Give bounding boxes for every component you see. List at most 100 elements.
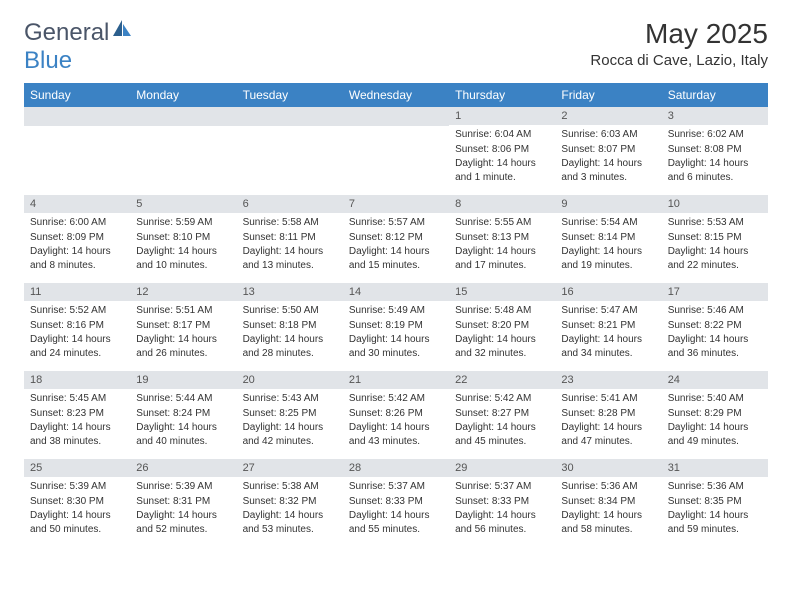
day-header: Wednesday [343, 83, 449, 107]
daylight-text: Daylight: 14 hours and 53 minutes. [243, 509, 337, 536]
day-number: 26 [130, 459, 236, 477]
calendar-day-cell: 16Sunrise: 5:47 AMSunset: 8:21 PMDayligh… [555, 283, 661, 371]
day-number: 31 [662, 459, 768, 477]
day-number: 18 [24, 371, 130, 389]
day-content: Sunrise: 5:49 AMSunset: 8:19 PMDaylight:… [343, 301, 449, 364]
calendar-day-cell: 3Sunrise: 6:02 AMSunset: 8:08 PMDaylight… [662, 107, 768, 195]
sunrise-text: Sunrise: 5:43 AM [243, 392, 337, 406]
daylight-text: Daylight: 14 hours and 8 minutes. [30, 245, 124, 272]
calendar-body: 1Sunrise: 6:04 AMSunset: 8:06 PMDaylight… [24, 107, 768, 547]
day-content: Sunrise: 6:00 AMSunset: 8:09 PMDaylight:… [24, 213, 130, 276]
sunrise-text: Sunrise: 5:51 AM [136, 304, 230, 318]
sunrise-text: Sunrise: 5:47 AM [561, 304, 655, 318]
day-number: 2 [555, 107, 661, 125]
sunrise-text: Sunrise: 5:58 AM [243, 216, 337, 230]
day-content: Sunrise: 5:53 AMSunset: 8:15 PMDaylight:… [662, 213, 768, 276]
calendar-week-row: 25Sunrise: 5:39 AMSunset: 8:30 PMDayligh… [24, 459, 768, 547]
sunrise-text: Sunrise: 5:37 AM [455, 480, 549, 494]
sunset-text: Sunset: 8:23 PM [30, 407, 124, 421]
sunrise-text: Sunrise: 5:44 AM [136, 392, 230, 406]
daylight-text: Daylight: 14 hours and 24 minutes. [30, 333, 124, 360]
sunrise-text: Sunrise: 5:55 AM [455, 216, 549, 230]
day-content: Sunrise: 6:02 AMSunset: 8:08 PMDaylight:… [662, 125, 768, 188]
daylight-text: Daylight: 14 hours and 49 minutes. [668, 421, 762, 448]
day-number: 9 [555, 195, 661, 213]
sunset-text: Sunset: 8:28 PM [561, 407, 655, 421]
calendar-week-row: 18Sunrise: 5:45 AMSunset: 8:23 PMDayligh… [24, 371, 768, 459]
sunset-text: Sunset: 8:25 PM [243, 407, 337, 421]
logo-text-blue: Blue [24, 47, 72, 74]
calendar-day-cell: 9Sunrise: 5:54 AMSunset: 8:14 PMDaylight… [555, 195, 661, 283]
day-content: Sunrise: 5:40 AMSunset: 8:29 PMDaylight:… [662, 389, 768, 452]
calendar-day-cell: 15Sunrise: 5:48 AMSunset: 8:20 PMDayligh… [449, 283, 555, 371]
day-content: Sunrise: 5:48 AMSunset: 8:20 PMDaylight:… [449, 301, 555, 364]
day-number: 29 [449, 459, 555, 477]
day-content: Sunrise: 5:51 AMSunset: 8:17 PMDaylight:… [130, 301, 236, 364]
empty-day-header [24, 107, 130, 126]
sunset-text: Sunset: 8:14 PM [561, 231, 655, 245]
day-number: 22 [449, 371, 555, 389]
day-content: Sunrise: 5:39 AMSunset: 8:30 PMDaylight:… [24, 477, 130, 540]
day-content: Sunrise: 6:03 AMSunset: 8:07 PMDaylight:… [555, 125, 661, 188]
day-content: Sunrise: 5:52 AMSunset: 8:16 PMDaylight:… [24, 301, 130, 364]
sunset-text: Sunset: 8:30 PM [30, 495, 124, 509]
sunset-text: Sunset: 8:34 PM [561, 495, 655, 509]
day-header: Tuesday [237, 83, 343, 107]
sunset-text: Sunset: 8:12 PM [349, 231, 443, 245]
day-content: Sunrise: 5:50 AMSunset: 8:18 PMDaylight:… [237, 301, 343, 364]
day-content: Sunrise: 5:41 AMSunset: 8:28 PMDaylight:… [555, 389, 661, 452]
day-number: 5 [130, 195, 236, 213]
sunrise-text: Sunrise: 5:41 AM [561, 392, 655, 406]
day-header: Friday [555, 83, 661, 107]
day-number: 15 [449, 283, 555, 301]
day-number: 23 [555, 371, 661, 389]
day-content: Sunrise: 5:37 AMSunset: 8:33 PMDaylight:… [343, 477, 449, 540]
day-number: 25 [24, 459, 130, 477]
calendar-day-cell: 14Sunrise: 5:49 AMSunset: 8:19 PMDayligh… [343, 283, 449, 371]
sunset-text: Sunset: 8:15 PM [668, 231, 762, 245]
day-number: 3 [662, 107, 768, 125]
sunrise-text: Sunrise: 5:54 AM [561, 216, 655, 230]
daylight-text: Daylight: 14 hours and 38 minutes. [30, 421, 124, 448]
calendar-day-cell: 1Sunrise: 6:04 AMSunset: 8:06 PMDaylight… [449, 107, 555, 195]
day-content: Sunrise: 5:42 AMSunset: 8:26 PMDaylight:… [343, 389, 449, 452]
sunset-text: Sunset: 8:19 PM [349, 319, 443, 333]
daylight-text: Daylight: 14 hours and 42 minutes. [243, 421, 337, 448]
daylight-text: Daylight: 14 hours and 3 minutes. [561, 157, 655, 184]
sunrise-text: Sunrise: 5:52 AM [30, 304, 124, 318]
empty-day-header [237, 107, 343, 126]
day-number: 30 [555, 459, 661, 477]
daylight-text: Daylight: 14 hours and 28 minutes. [243, 333, 337, 360]
sunset-text: Sunset: 8:21 PM [561, 319, 655, 333]
day-number: 27 [237, 459, 343, 477]
day-number: 10 [662, 195, 768, 213]
calendar-week-row: 1Sunrise: 6:04 AMSunset: 8:06 PMDaylight… [24, 107, 768, 195]
day-number: 17 [662, 283, 768, 301]
day-content: Sunrise: 5:47 AMSunset: 8:21 PMDaylight:… [555, 301, 661, 364]
calendar-day-cell: 2Sunrise: 6:03 AMSunset: 8:07 PMDaylight… [555, 107, 661, 195]
sunset-text: Sunset: 8:09 PM [30, 231, 124, 245]
calendar-day-cell: 5Sunrise: 5:59 AMSunset: 8:10 PMDaylight… [130, 195, 236, 283]
sunset-text: Sunset: 8:20 PM [455, 319, 549, 333]
calendar-day-cell [130, 107, 236, 195]
daylight-text: Daylight: 14 hours and 36 minutes. [668, 333, 762, 360]
calendar-day-cell: 26Sunrise: 5:39 AMSunset: 8:31 PMDayligh… [130, 459, 236, 547]
sunrise-text: Sunrise: 5:42 AM [349, 392, 443, 406]
sunset-text: Sunset: 8:26 PM [349, 407, 443, 421]
calendar-day-cell: 23Sunrise: 5:41 AMSunset: 8:28 PMDayligh… [555, 371, 661, 459]
calendar-day-cell: 19Sunrise: 5:44 AMSunset: 8:24 PMDayligh… [130, 371, 236, 459]
day-number: 19 [130, 371, 236, 389]
day-number: 1 [449, 107, 555, 125]
daylight-text: Daylight: 14 hours and 26 minutes. [136, 333, 230, 360]
sunset-text: Sunset: 8:16 PM [30, 319, 124, 333]
calendar-day-cell [24, 107, 130, 195]
day-content: Sunrise: 5:46 AMSunset: 8:22 PMDaylight:… [662, 301, 768, 364]
day-number: 6 [237, 195, 343, 213]
calendar-day-cell: 24Sunrise: 5:40 AMSunset: 8:29 PMDayligh… [662, 371, 768, 459]
calendar-day-cell: 6Sunrise: 5:58 AMSunset: 8:11 PMDaylight… [237, 195, 343, 283]
day-content: Sunrise: 5:36 AMSunset: 8:34 PMDaylight:… [555, 477, 661, 540]
daylight-text: Daylight: 14 hours and 40 minutes. [136, 421, 230, 448]
calendar-day-cell: 18Sunrise: 5:45 AMSunset: 8:23 PMDayligh… [24, 371, 130, 459]
sunset-text: Sunset: 8:27 PM [455, 407, 549, 421]
calendar-day-cell [237, 107, 343, 195]
